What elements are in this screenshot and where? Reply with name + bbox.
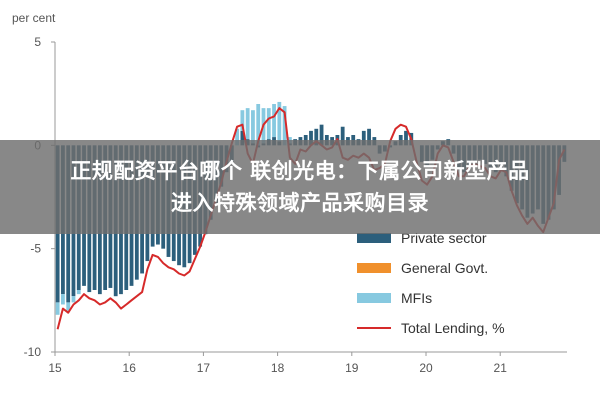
- x-ticks: 15 16 17 18 19 20 21: [48, 352, 507, 375]
- headline-line-1: 正规配资平台哪个 联创光电：下属公司新型产品: [70, 159, 530, 183]
- bar-private-sector: [319, 124, 324, 146]
- legend-label: General Govt.: [401, 260, 488, 276]
- legend: Private sector General Govt. MFIs Total Len…: [357, 230, 505, 336]
- bar-private-sector: [340, 126, 345, 146]
- bar-mfis: [266, 108, 271, 140]
- legend-label: Total Lending, %: [401, 320, 505, 336]
- bar-private-sector: [314, 128, 319, 146]
- bar-mfis: [256, 104, 261, 146]
- bar-mfis: [235, 128, 240, 146]
- bar-private-sector: [240, 130, 245, 146]
- x-tick-label: 18: [271, 361, 285, 375]
- bar-mfis: [251, 110, 255, 144]
- x-tick-label: 20: [419, 361, 433, 375]
- x-tick-label: 16: [123, 361, 137, 375]
- legend-item: Private sector: [357, 230, 487, 246]
- y-tick-label: -10: [24, 345, 42, 359]
- bar-mfis: [55, 302, 60, 315]
- bar-mfis: [240, 110, 245, 131]
- y-tick-label: 5: [34, 35, 41, 49]
- bar-mfis: [245, 108, 250, 140]
- bar-mfis: [282, 106, 287, 146]
- legend-label: Private sector: [401, 230, 487, 246]
- bar-private-sector: [404, 130, 408, 146]
- bar-private-sector: [361, 130, 366, 146]
- bar-mfis: [76, 290, 81, 295]
- legend-item: Total Lending, %: [357, 320, 505, 336]
- bar-mfis: [71, 296, 76, 303]
- y-axis-label: per cent: [12, 11, 56, 25]
- legend-swatch: [357, 233, 391, 243]
- headline-banner: 正规配资平台哪个 联创光电：下属公司新型产品 进入特殊领域产品采购目录: [0, 140, 600, 234]
- x-tick-label: 21: [494, 361, 508, 375]
- legend-item: MFIs: [357, 290, 432, 306]
- legend-swatch: [357, 263, 391, 273]
- x-tick-label: 15: [48, 361, 62, 375]
- legend-swatch: [357, 293, 391, 303]
- bar-private-sector: [367, 128, 371, 146]
- legend-label: MFIs: [401, 290, 432, 306]
- bar-mfis: [272, 104, 276, 138]
- legend-item: General Govt.: [357, 260, 488, 276]
- bar-mfis: [66, 302, 71, 311]
- bar-mfis: [61, 294, 65, 305]
- x-tick-label: 19: [345, 361, 359, 375]
- headline-line-2: 进入特殊领域产品采购目录: [171, 191, 429, 215]
- y-tick-label: -5: [30, 242, 41, 256]
- bar-mfis: [277, 101, 282, 142]
- x-tick-label: 17: [197, 361, 211, 375]
- bar-private-sector: [309, 130, 313, 146]
